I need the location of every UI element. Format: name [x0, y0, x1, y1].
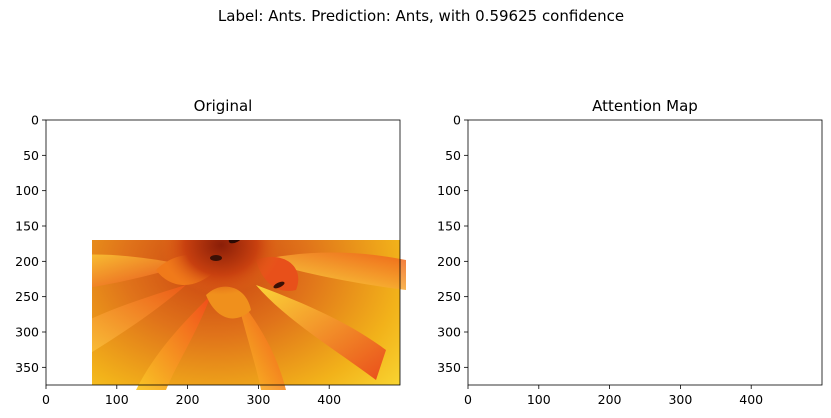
- y-tick-label: 0: [453, 113, 461, 128]
- y-tick-label: 300: [15, 325, 39, 340]
- x-tick-label: 400: [739, 392, 763, 407]
- y-tick-label: 150: [437, 219, 461, 234]
- axes-frame-attention-map: [467, 119, 823, 386]
- panel-title-attention-map: Attention Map: [592, 97, 698, 115]
- y-tick-label: 150: [15, 219, 39, 234]
- x-tick-label: 200: [598, 392, 622, 407]
- axis-ticks-attention-map: 0 100 200 300 400 0 50 100 150 200 250 300 350: [437, 113, 763, 408]
- y-tick-label: 200: [437, 254, 461, 269]
- x-tick-label: 0: [42, 392, 50, 407]
- x-tick-label: 300: [668, 392, 692, 407]
- y-tick-label: 350: [437, 360, 461, 375]
- y-tick-label: 300: [437, 325, 461, 340]
- x-tick-label: 200: [176, 392, 200, 407]
- x-tick-label: 0: [464, 392, 472, 407]
- y-tick-label: 0: [31, 113, 39, 128]
- x-tick-label: 400: [317, 392, 341, 407]
- y-tick-label: 350: [15, 360, 39, 375]
- y-tick-label: 250: [15, 289, 39, 304]
- x-tick-label: 100: [105, 392, 129, 407]
- y-tick-label: 200: [15, 254, 39, 269]
- figure-suptitle: Label: Ants. Prediction: Ants, with 0.59…: [218, 7, 624, 25]
- y-tick-label: 100: [15, 183, 39, 198]
- y-tick-label: 100: [437, 183, 461, 198]
- axes-frame-original: [45, 119, 401, 386]
- attention-map-image: [458, 110, 828, 390]
- panel-attention-map: Attention Map 0 100 200 300 400 0 50 100 150 200 2…: [437, 97, 828, 408]
- original-image: [92, 240, 406, 390]
- y-tick-label: 250: [437, 289, 461, 304]
- y-tick-label: 50: [445, 148, 461, 163]
- panel-title-original: Original: [194, 97, 253, 115]
- x-tick-label: 100: [527, 392, 551, 407]
- y-tick-label: 50: [23, 148, 39, 163]
- panel-original: Original 0 100 200 300 400 0 50 100 150 200 250 300…: [15, 97, 406, 407]
- x-tick-label: 300: [246, 392, 270, 407]
- axis-ticks-original: 0 100 200 300 400 0 50 100 150 200 250 300 350: [15, 113, 341, 408]
